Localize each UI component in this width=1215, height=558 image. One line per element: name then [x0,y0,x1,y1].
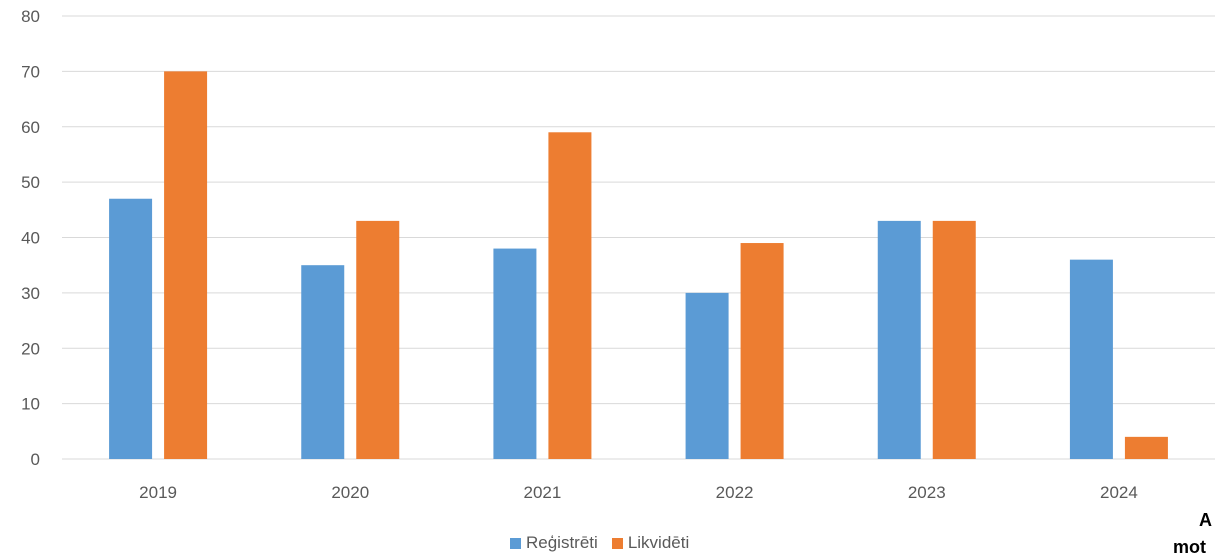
clipped-caption-line-1: A [1199,510,1212,530]
bar-likvideti-2020 [356,220,400,459]
legend-item-registreti: Reģistrēti [510,533,598,553]
y-tick-label: 70 [21,62,40,81]
legend-label-likvideti: Likvidēti [627,533,690,552]
bar-likvideti-2023 [932,220,976,459]
y-tick-label: 50 [21,173,40,192]
legend: Reģistrēti Likvidēti [510,533,689,553]
bar-registreti-2020 [301,265,345,459]
y-tick-label: 20 [21,339,40,358]
bar-registreti-2019 [109,198,153,460]
bar-registreti-2023 [877,220,921,459]
legend-swatch-likvideti [611,537,623,549]
y-tick-label: 30 [21,284,40,303]
x-tick-label: 2023 [908,483,946,502]
legend-swatch-registreti [510,537,521,549]
y-tick-label: 40 [21,229,40,248]
bar-likvideti-2024 [1124,436,1168,459]
bar-registreti-2021 [493,248,537,459]
bars [109,71,1168,460]
bar-registreti-2022 [685,292,729,459]
y-axis-tick-labels: 0 10 20 30 40 50 60 70 80 [21,7,40,469]
x-tick-label: 2019 [139,483,177,502]
x-axis-tick-labels: 2019 2020 2021 2022 2023 2024 [139,483,1138,502]
bar-likvideti-2019 [164,71,208,459]
bar-likvideti-2021 [548,132,592,459]
x-tick-label: 2020 [331,483,369,502]
legend-label-registreti: Reģistrēti [526,533,598,552]
y-tick-label: 10 [21,395,40,414]
bar-likvideti-2022 [740,243,784,459]
y-tick-label: 60 [21,118,40,137]
x-tick-label: 2022 [716,483,754,502]
x-tick-label: 2021 [524,483,562,502]
y-tick-label: 80 [21,7,40,26]
bar-registreti-2024 [1069,259,1113,459]
x-tick-label: 2024 [1100,483,1138,502]
clipped-caption-line-2: mot [1173,537,1206,557]
legend-item-likvideti: Likvidēti [611,533,690,553]
y-tick-label: 0 [31,450,40,469]
gridlines [62,15,1215,460]
